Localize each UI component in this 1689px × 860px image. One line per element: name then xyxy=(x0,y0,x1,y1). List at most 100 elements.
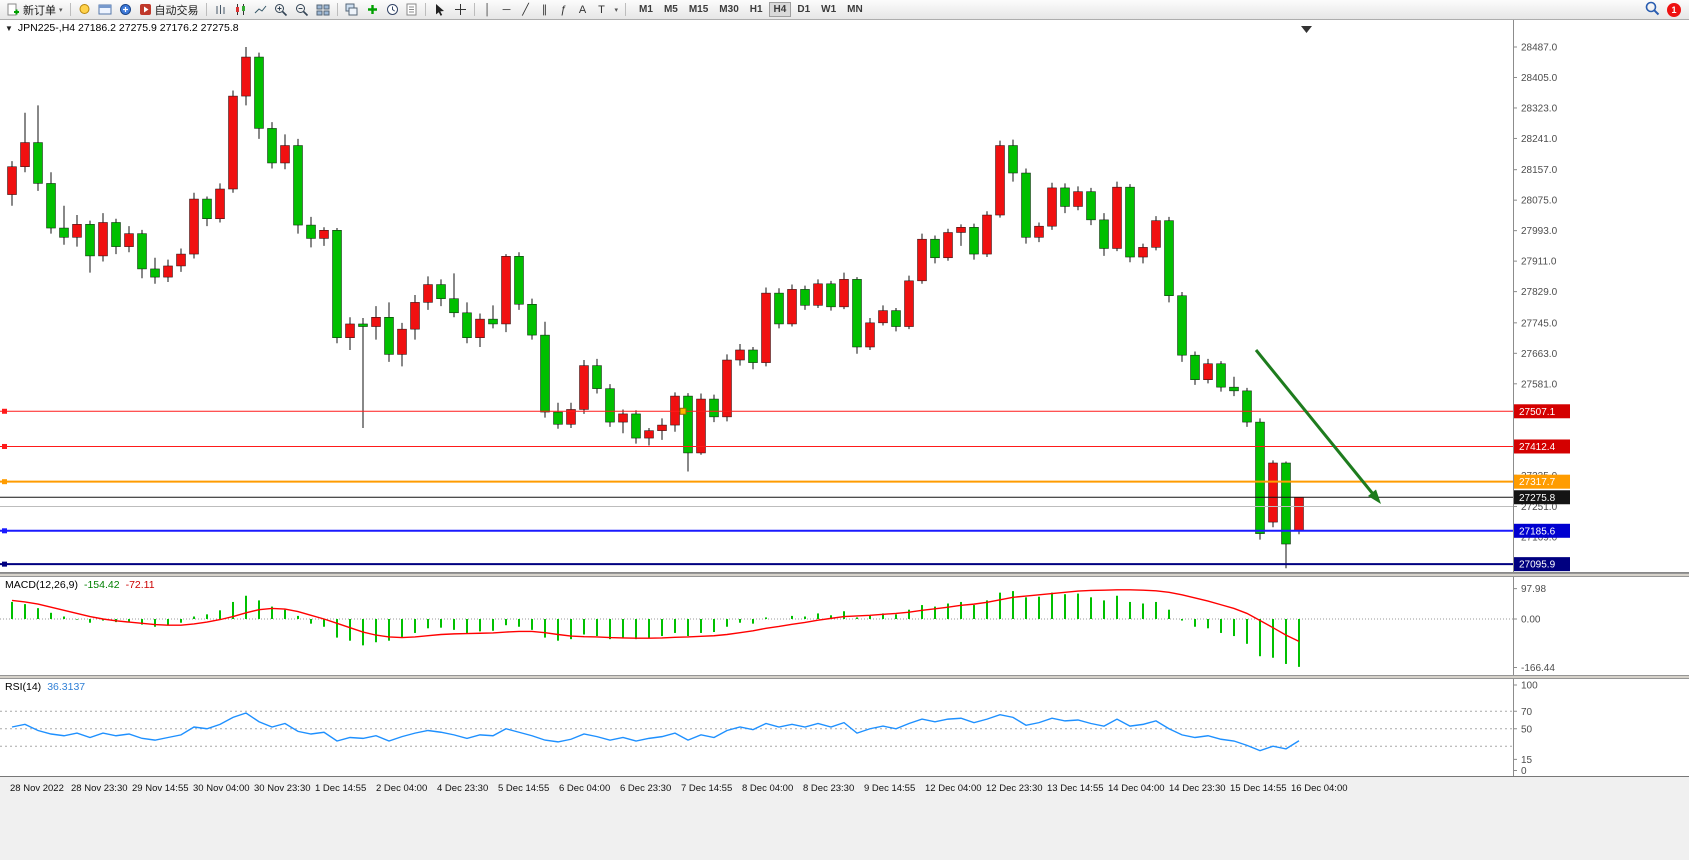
charts-button[interactable] xyxy=(95,1,115,19)
candle-body[interactable] xyxy=(787,289,797,325)
candle-body[interactable] xyxy=(137,233,147,270)
period-button[interactable] xyxy=(383,1,402,19)
candle-body[interactable] xyxy=(267,128,277,164)
candle-body[interactable] xyxy=(1086,191,1096,221)
arrange-windows-button[interactable] xyxy=(342,1,362,19)
candle-body[interactable] xyxy=(293,145,303,226)
hline-left-handle[interactable] xyxy=(2,408,7,414)
candle-body[interactable] xyxy=(709,398,719,418)
candle-body[interactable] xyxy=(59,227,69,238)
candle-body[interactable] xyxy=(150,268,160,278)
panel-splitter[interactable] xyxy=(0,675,1689,679)
candle-body[interactable] xyxy=(397,328,407,355)
timeframe-w1-button[interactable]: W1 xyxy=(816,2,841,17)
candle-body[interactable] xyxy=(1255,421,1265,534)
candle-body[interactable] xyxy=(917,238,927,282)
zoom-out-button[interactable] xyxy=(292,1,312,19)
text-tool-button[interactable]: A xyxy=(574,1,592,19)
fibonacci-tool-button[interactable]: ƒ xyxy=(555,1,573,19)
candle-body[interactable] xyxy=(1268,462,1278,523)
candle-body[interactable] xyxy=(904,280,914,327)
candle-body[interactable] xyxy=(514,256,524,305)
profiles-button[interactable] xyxy=(75,1,94,19)
hline-left-handle[interactable] xyxy=(2,561,7,567)
candle-body[interactable] xyxy=(371,317,381,327)
add-indicator-button[interactable] xyxy=(363,1,382,19)
candle-body[interactable] xyxy=(1060,187,1070,207)
candle-body[interactable] xyxy=(527,303,537,336)
candle-body[interactable] xyxy=(280,145,290,164)
candle-body[interactable] xyxy=(540,334,550,413)
hline-left-handle[interactable] xyxy=(2,479,7,485)
candle-body[interactable] xyxy=(670,395,680,426)
rsi-canvas[interactable]: 100 70 50 150 xyxy=(0,679,1689,776)
candle-body[interactable] xyxy=(865,322,875,348)
candle-body[interactable] xyxy=(1203,363,1213,380)
candle-body[interactable] xyxy=(228,95,238,190)
timeframe-m30-button[interactable]: M30 xyxy=(714,2,743,17)
candle-body[interactable] xyxy=(319,230,329,239)
candle-body[interactable] xyxy=(943,232,953,259)
candle-body[interactable] xyxy=(618,413,628,423)
candle-body[interactable] xyxy=(1112,186,1122,249)
candle-body[interactable] xyxy=(956,227,966,233)
arrows-tool-button[interactable]: ▾ xyxy=(612,1,622,19)
candle-body[interactable] xyxy=(384,317,394,355)
vline-tool-button[interactable]: │ xyxy=(479,1,497,19)
zoom-in-button[interactable] xyxy=(271,1,291,19)
candle-body[interactable] xyxy=(1294,497,1304,531)
candle-body[interactable] xyxy=(241,56,251,97)
candle-body[interactable] xyxy=(215,188,225,219)
candle-body[interactable] xyxy=(1229,386,1239,392)
search-button[interactable] xyxy=(1645,1,1660,19)
timeframe-m1-button[interactable]: M1 xyxy=(634,2,658,17)
trend-arrow-head[interactable] xyxy=(1368,489,1381,505)
new-order-button[interactable]: 新订单 ▾ xyxy=(4,1,66,19)
candle-body[interactable] xyxy=(189,198,199,255)
candle-body[interactable] xyxy=(826,283,836,308)
channel-tool-button[interactable]: ∥ xyxy=(536,1,554,19)
candle-body[interactable] xyxy=(631,413,641,439)
time-axis[interactable]: 28 Nov 2022 28 Nov 23:30 29 Nov 14:55 30 No… xyxy=(0,776,1689,800)
candle-body[interactable] xyxy=(735,349,745,361)
candle-body[interactable] xyxy=(553,411,563,425)
refresh-button[interactable] xyxy=(116,1,135,19)
candle-body[interactable] xyxy=(46,183,56,229)
candle-body[interactable] xyxy=(176,253,186,267)
panel-splitter[interactable] xyxy=(0,573,1689,577)
candle-body[interactable] xyxy=(696,398,706,454)
candle-body[interactable] xyxy=(501,256,511,325)
timeframe-h4-button[interactable]: H4 xyxy=(768,2,792,17)
candle-body[interactable] xyxy=(475,318,485,338)
candle-body[interactable] xyxy=(1177,295,1187,356)
timeframe-m5-button[interactable]: M5 xyxy=(659,2,683,17)
candle-body[interactable] xyxy=(1125,186,1135,258)
candle-body[interactable] xyxy=(800,289,810,306)
candle-body[interactable] xyxy=(124,233,134,247)
candle-body[interactable] xyxy=(852,279,862,348)
candle-body[interactable] xyxy=(813,283,823,306)
candle-body[interactable] xyxy=(1242,390,1252,423)
timeframe-h1-button[interactable]: H1 xyxy=(745,2,768,17)
candle-body[interactable] xyxy=(930,238,940,259)
cursor-tool-button[interactable] xyxy=(430,1,450,19)
hline-left-handle[interactable] xyxy=(2,443,7,449)
label-tool-button[interactable]: T xyxy=(593,1,611,19)
autotrading-button[interactable]: 自动交易 xyxy=(136,1,202,19)
candle-body[interactable] xyxy=(1099,219,1109,249)
candle-body[interactable] xyxy=(163,265,173,278)
candle-body[interactable] xyxy=(85,224,95,257)
candle-body[interactable] xyxy=(33,142,43,184)
trendline-tool-button[interactable]: ╱ xyxy=(517,1,535,19)
hline-tool-button[interactable]: ─ xyxy=(498,1,516,19)
price-chart-canvas[interactable]: 28487.0 28405.0 28323.0 28241.0 28157.0 28075… xyxy=(0,20,1689,573)
macd-canvas[interactable]: 97.98 0.00 -166.44 xyxy=(0,577,1689,675)
candle-body[interactable] xyxy=(410,302,420,330)
candle-body[interactable] xyxy=(1034,225,1044,238)
notification-badge[interactable]: 1 xyxy=(1667,2,1681,17)
candle-body[interactable] xyxy=(839,279,849,308)
timeframe-mn-button[interactable]: MN xyxy=(842,2,868,17)
hline-mid-handle[interactable] xyxy=(679,407,687,415)
candle-body[interactable] xyxy=(774,292,784,325)
candle-body[interactable] xyxy=(1047,187,1057,227)
